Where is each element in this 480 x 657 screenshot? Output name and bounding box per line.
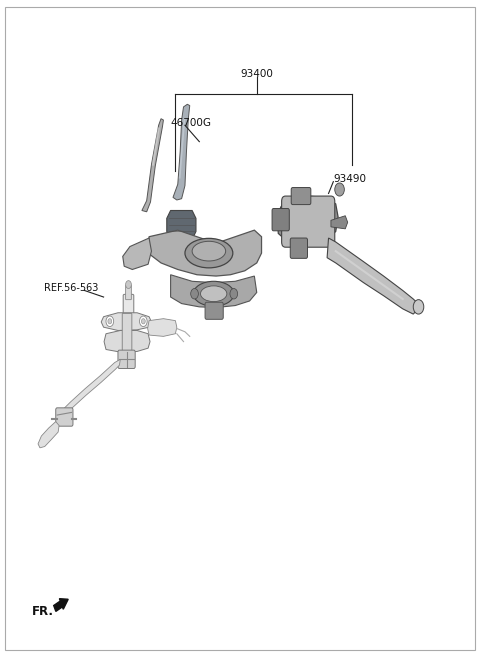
Circle shape (335, 183, 344, 196)
Polygon shape (142, 119, 163, 212)
Circle shape (142, 319, 145, 324)
FancyBboxPatch shape (272, 208, 289, 231)
Text: 93490: 93490 (333, 174, 366, 184)
Polygon shape (148, 319, 177, 336)
Circle shape (230, 288, 238, 299)
Text: REF.56-563: REF.56-563 (44, 283, 98, 293)
Ellipse shape (193, 281, 234, 306)
Circle shape (191, 288, 198, 299)
Polygon shape (327, 238, 418, 314)
FancyBboxPatch shape (282, 196, 335, 247)
FancyBboxPatch shape (122, 313, 132, 354)
Text: FR.: FR. (32, 605, 54, 618)
FancyBboxPatch shape (123, 294, 134, 331)
FancyBboxPatch shape (291, 187, 311, 204)
Polygon shape (38, 422, 59, 448)
Polygon shape (167, 210, 196, 239)
Polygon shape (170, 275, 257, 307)
Ellipse shape (185, 238, 233, 268)
FancyBboxPatch shape (126, 285, 132, 300)
Circle shape (108, 319, 112, 324)
FancyBboxPatch shape (118, 350, 135, 369)
Polygon shape (331, 215, 348, 229)
Polygon shape (62, 359, 120, 416)
Circle shape (140, 316, 147, 327)
Text: 46700G: 46700G (170, 118, 212, 127)
Ellipse shape (413, 300, 424, 314)
Polygon shape (104, 330, 150, 352)
FancyBboxPatch shape (56, 408, 73, 426)
Circle shape (126, 281, 132, 288)
Ellipse shape (201, 286, 227, 302)
Circle shape (106, 316, 114, 327)
FancyBboxPatch shape (205, 302, 223, 319)
Ellipse shape (192, 241, 226, 261)
Polygon shape (148, 230, 262, 276)
Polygon shape (123, 238, 152, 269)
Polygon shape (101, 313, 152, 330)
Text: 93400: 93400 (240, 69, 273, 79)
FancyBboxPatch shape (290, 238, 308, 258)
Polygon shape (277, 196, 338, 243)
FancyArrow shape (54, 599, 68, 612)
Polygon shape (173, 104, 190, 200)
